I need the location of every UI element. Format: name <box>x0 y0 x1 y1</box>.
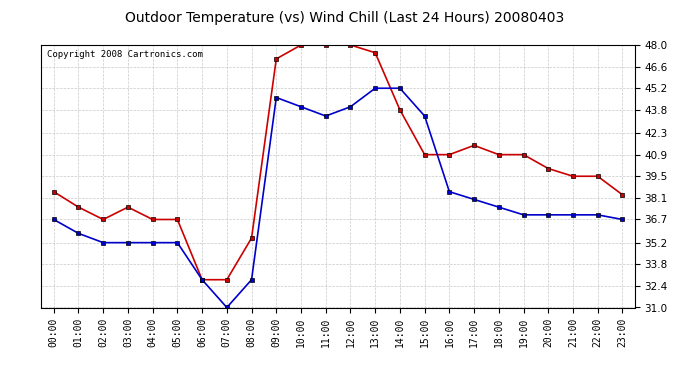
Text: Copyright 2008 Cartronics.com: Copyright 2008 Cartronics.com <box>48 50 204 59</box>
Text: Outdoor Temperature (vs) Wind Chill (Last 24 Hours) 20080403: Outdoor Temperature (vs) Wind Chill (Las… <box>126 11 564 25</box>
